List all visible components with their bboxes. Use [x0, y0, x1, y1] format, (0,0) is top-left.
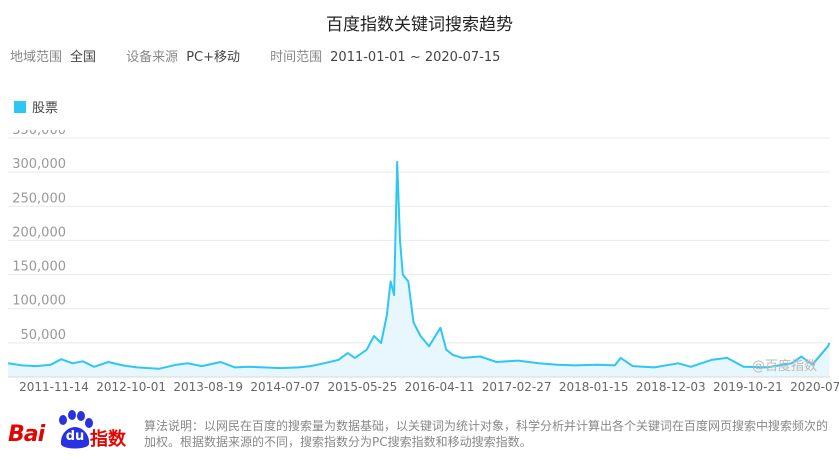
watermark: @百度指数	[752, 359, 818, 374]
x-tick-label: 2019-10-21	[713, 380, 783, 392]
logo-du-text: du	[65, 429, 85, 444]
x-tick-label: 2018-12-03	[636, 380, 706, 392]
y-tick-label: 350,000	[12, 130, 66, 138]
legend-swatch	[14, 100, 26, 113]
x-tick-label: 2017-02-27	[482, 380, 552, 392]
x-tick-label: 2016-04-11	[405, 380, 475, 392]
filter-bar: 地域范围 全国 设备来源 PC+移动 时间范围 2011-01-01 ~ 2020-0…	[10, 46, 526, 65]
logo-zhishu-text: 指数	[90, 429, 126, 450]
x-tick-label: 2020-07-13	[790, 380, 839, 392]
y-tick-label: 100,000	[12, 294, 66, 309]
series-area	[8, 161, 830, 377]
region-value: 全国	[70, 50, 97, 65]
series-line[interactable]	[7, 160, 831, 370]
legend-label: 股票	[32, 101, 59, 116]
chart-title: 百度指数关键词搜索趋势	[326, 15, 513, 35]
x-tick-label: 2015-05-25	[328, 380, 398, 392]
baidu-logo: Bai du 指数	[8, 410, 128, 454]
region-label: 地域范围	[10, 50, 63, 65]
x-tick-label: 2014-07-07	[250, 380, 320, 392]
device-value: PC+移动	[186, 50, 240, 65]
paw-icon	[59, 410, 93, 449]
algorithm-note: 算法说明：以网民在百度的搜索量为数据基础，以关键词为统计对象，科学分析并计算出各…	[144, 419, 829, 449]
y-tick-label: 200,000	[12, 225, 66, 240]
device-label: 设备来源	[126, 50, 179, 65]
y-tick-label: 50,000	[21, 328, 67, 343]
y-tick-label: 250,000	[12, 191, 66, 206]
x-tick-label: 2012-10-01	[96, 380, 166, 392]
legend[interactable]: 股票	[14, 97, 58, 116]
y-tick-label: 300,000	[12, 157, 66, 172]
time-range-label: 时间范围	[270, 50, 323, 65]
time-range-value: 2011-01-01 ~ 2020-07-15	[330, 50, 501, 65]
logo-bai-text: Bai	[8, 422, 45, 447]
x-tick-label: 2018-01-15	[559, 380, 629, 392]
x-tick-label: 2013-08-19	[173, 380, 243, 392]
x-tick-label: 2011-11-14	[19, 380, 89, 392]
trend-chart: 50,000 100,000 150,000 200,000 250,000 300,00…	[7, 130, 839, 392]
y-tick-label: 150,000	[12, 260, 66, 275]
